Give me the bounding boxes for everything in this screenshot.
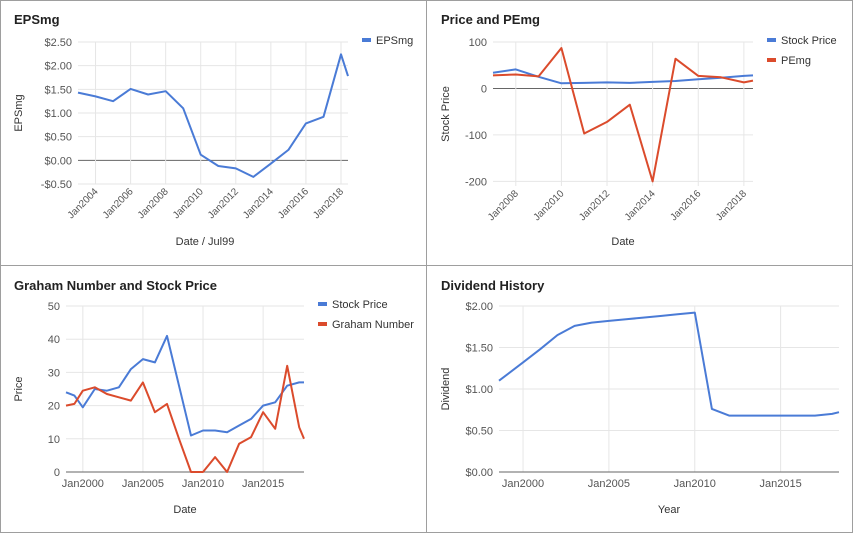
x-axis-title: Year (658, 504, 681, 516)
chart-title: EPSmg (14, 12, 60, 27)
x-tick-label: Jan2015 (760, 478, 802, 490)
y-tick-label: -200 (465, 176, 487, 188)
chart-panel-dividend: $0.00 $0.50 $1.00 $1.50 $2.00 Jan2000 Jan2005 J… (427, 266, 853, 533)
legend-label: Stock Price (781, 35, 837, 47)
legend-swatch (318, 302, 327, 306)
panel-divider-horizontal (0, 265, 853, 266)
y-tick-label: $1.50 (44, 84, 72, 96)
x-axis-title: Date (611, 236, 634, 248)
x-axis-title: Date (173, 504, 196, 516)
chart-title: Dividend History (441, 278, 545, 293)
y-tick-label: -100 (465, 130, 487, 142)
x-axis-title: Date / Jul99 (176, 236, 235, 248)
y-axis-title: Price (13, 376, 25, 401)
y-axis-title: Stock Price (440, 86, 452, 142)
y-tick-label: 10 (48, 434, 60, 446)
y-tick-label: $1.00 (465, 384, 493, 396)
legend-label: EPSmg (376, 35, 413, 47)
chart-title: Price and PEmg (441, 12, 540, 27)
y-tick-label: 30 (48, 367, 60, 379)
legend-swatch (318, 322, 327, 326)
y-tick-label: $1.50 (465, 343, 493, 355)
panel-divider-vertical (426, 0, 427, 533)
y-tick-label: 40 (48, 334, 60, 346)
chart-svg: 0 10 20 30 40 50 Jan2000 Jan2005 Jan2010 Jan2015 D… (13, 299, 414, 516)
y-tick-label: -$0.50 (41, 179, 72, 191)
y-tick-label: $2.50 (44, 37, 72, 49)
y-axis-title: Dividend (440, 368, 452, 411)
x-tick-label: Jan2010 (674, 478, 716, 490)
chart-svg: $0.00 $0.50 $1.00 $1.50 $2.00 Jan2000 Jan2005 J… (440, 301, 840, 516)
y-tick-label: 0 (481, 83, 487, 95)
y-tick-label: 20 (48, 401, 60, 413)
legend-swatch (362, 38, 371, 42)
legend-swatch (767, 58, 776, 62)
x-tick-label: Jan2000 (62, 478, 104, 490)
y-tick-label: 50 (48, 301, 60, 313)
y-tick-label: $1.00 (44, 108, 72, 120)
y-tick-label: $0.50 (44, 132, 72, 144)
y-axis-title: EPSmg (13, 94, 25, 131)
x-tick-label: Jan2000 (502, 478, 544, 490)
series-line (492, 47, 754, 183)
legend-label: Stock Price (332, 299, 388, 311)
series-line (77, 53, 349, 178)
chart-panel-price-pemg: -200 -100 0 100 Jan2008 Jan2010 Jan2012 Jan2014… (427, 0, 853, 265)
y-tick-label: $0.00 (44, 155, 72, 167)
chart-panel-graham: 0 10 20 30 40 50 Jan2000 Jan2005 Jan2010 Jan2015 D… (0, 266, 426, 533)
series-line (498, 311, 840, 417)
legend-swatch (767, 38, 776, 42)
chart-svg: -$0.50$0.00$0.50$1.00$1.50$2.00$2.50Jan2… (13, 35, 413, 248)
x-tick-label: Jan2015 (242, 478, 284, 490)
legend-label: PEmg (781, 55, 811, 67)
x-tick-label: Jan2005 (122, 478, 164, 490)
legend-label: Graham Number (332, 319, 414, 331)
x-tick-label: Jan2010 (182, 478, 224, 490)
y-tick-label: $2.00 (44, 61, 72, 73)
x-tick-label: Jan2005 (588, 478, 630, 490)
y-tick-label: 0 (54, 467, 60, 479)
y-tick-label: $0.00 (465, 467, 493, 479)
y-tick-label: $0.50 (465, 426, 493, 438)
y-tick-label: 100 (469, 37, 487, 49)
chart-title: Graham Number and Stock Price (14, 278, 218, 293)
y-tick-label: $2.00 (465, 301, 493, 313)
series-line (65, 364, 305, 473)
chart-panel-epsmg: -$0.50 $0.00 $0.50 $1.00 $1.50 $2.00 $2.50 Jan2… (0, 0, 426, 265)
